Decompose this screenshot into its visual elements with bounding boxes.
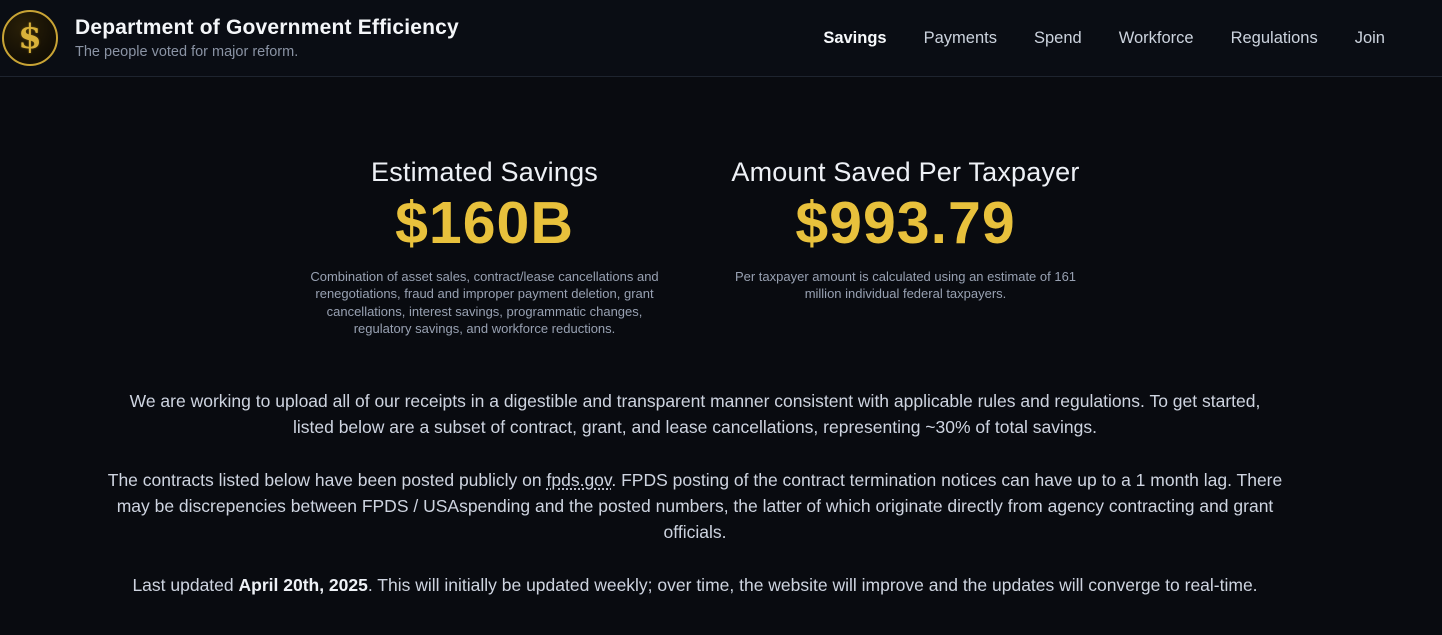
dollar-sign-icon: $ — [18, 17, 42, 57]
stat-description: Per taxpayer amount is calculated using … — [734, 268, 1077, 302]
nav-item-savings[interactable]: Savings — [823, 28, 887, 47]
stat-estimated-savings: Estimated Savings $160B Combination of a… — [274, 157, 695, 338]
stat-title: Estimated Savings — [370, 157, 598, 187]
contracts-paragraph: The contracts listed below have been pos… — [108, 467, 1283, 545]
stat-title: Amount Saved Per Taxpayer — [731, 157, 1080, 187]
site-header: $ Department of Government Efficiency Th… — [0, 0, 1442, 77]
stat-description: Combination of asset sales, contract/lea… — [310, 268, 659, 337]
nav-item-spend[interactable]: Spend — [1033, 28, 1082, 47]
site-title: Department of Government Efficiency — [75, 16, 459, 39]
nav-item-join[interactable]: Join — [1354, 28, 1385, 47]
brand-block: Department of Government Efficiency The … — [75, 16, 459, 60]
nav-item-workforce[interactable]: Workforce — [1118, 28, 1194, 47]
stat-value: $993.79 — [795, 190, 1016, 256]
nav-item-payments[interactable]: Payments — [923, 28, 997, 47]
doge-coin-logo[interactable]: $ — [2, 10, 58, 66]
fpds-link[interactable]: fpds.gov — [546, 469, 612, 490]
contracts-text-prefix: The contracts listed below have been pos… — [107, 469, 547, 490]
intro-paragraph: We are working to upload all of our rece… — [108, 388, 1283, 440]
updated-text-suffix: . This will initially be updated weekly;… — [367, 574, 1258, 595]
stat-saved-per-taxpayer: Amount Saved Per Taxpayer $993.79 Per ta… — [695, 157, 1116, 303]
main-nav: Savings Payments Spend Workforce Regulat… — [823, 29, 1385, 48]
updated-text-prefix: Last updated — [132, 574, 239, 595]
explainer-text: We are working to upload all of our rece… — [108, 388, 1283, 598]
contracts-text-suffix: . FPDS posting of the contract terminati… — [116, 469, 1283, 542]
site-tagline: The people voted for major reform. — [75, 44, 299, 60]
nav-item-regulations[interactable]: Regulations — [1230, 28, 1318, 47]
stat-value: $160B — [395, 190, 574, 256]
updated-date: April 20th, 2025 — [238, 574, 368, 595]
intro-text: We are working to upload all of our rece… — [129, 390, 1261, 437]
savings-page: Estimated Savings $160B Combination of a… — [0, 77, 1442, 598]
last-updated-paragraph: Last updated April 20th, 2025. This will… — [108, 572, 1283, 598]
stats-section: Estimated Savings $160B Combination of a… — [0, 77, 1416, 338]
